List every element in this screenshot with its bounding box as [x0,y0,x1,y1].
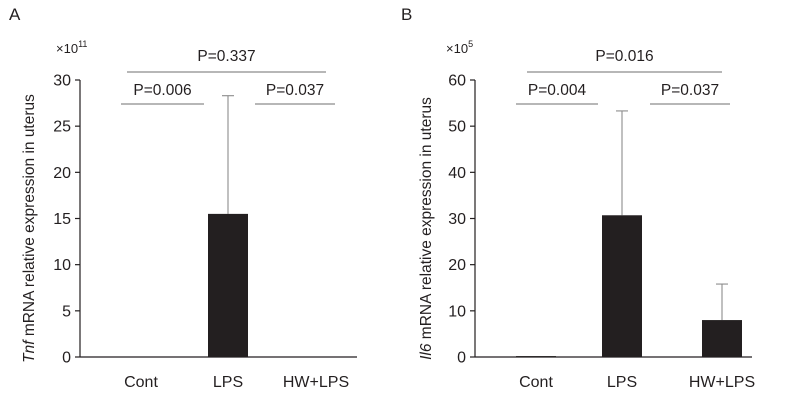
panel-b-y-axis-title: Il6 mRNA relative expression in uterus [418,97,435,360]
panel-b-x-tick-label: LPS [607,374,637,391]
panel-a-y-tick-label: 25 [53,119,71,136]
panel-a-p-value: P=0.006 [133,82,191,99]
panel-b-bar-lps [602,215,642,357]
panel-a-y-tick-label: 0 [62,350,71,367]
panel-b-x-tick-label: Cont [519,374,553,391]
panel-b-y-tick-label: 50 [448,119,466,136]
panel-a-x-tick-label: HW+LPS [283,374,349,391]
panel-b-y-tick-label: 60 [448,73,466,90]
panel-a-y-axis-title: Tnf mRNA relative expression in uterus [21,94,38,363]
panel-b-y-tick-label: 20 [448,257,466,274]
panel-a-y-tick-label: 30 [53,73,71,90]
panel-a-y-tick-label: 5 [62,303,71,320]
panel-a-y-tick-label: 10 [53,257,71,274]
panel-b-axis-multiplier: ×105 [446,39,473,56]
panel-a-y-tick-label: 15 [53,211,71,228]
panel-a-x-tick-label: LPS [213,374,243,391]
panel-a-label: A [9,5,21,24]
panel-b-p-value: P=0.016 [595,48,653,65]
panel-b-y-tick-label: 10 [448,303,466,320]
panel-a-y-tick-label: 20 [53,165,71,182]
panel-b-gene-name: Il6 [418,343,435,360]
panel-b-p-value: P=0.037 [661,82,719,99]
panel-a-x-tick-label: Cont [124,374,158,391]
panel-b-bar-hw-lps [702,320,742,357]
panel-a: A ×1011 0 5 10 15 20 25 30 Tnf mRNA relative expr… [9,5,357,391]
panel-b-label: B [401,5,412,24]
panel-a-p-value: P=0.037 [266,82,324,99]
panel-a-bar-lps [208,213,248,357]
panel-b-y-tick-label: 40 [448,165,466,182]
panel-b: B ×105 0 10 20 30 40 50 60 Il6 mRNA relative expr… [401,5,755,391]
panel-b-y-tick-label: 0 [457,350,466,367]
panel-b-y-tick-label: 30 [448,211,466,228]
panel-a-axis-multiplier: ×1011 [56,39,87,56]
panel-b-bar-cont [516,356,556,357]
panel-a-gene-name: Tnf [21,339,38,363]
panel-a-p-value: P=0.337 [197,48,255,65]
panel-b-p-value: P=0.004 [528,82,587,99]
panel-b-x-tick-label: HW+LPS [689,374,755,391]
